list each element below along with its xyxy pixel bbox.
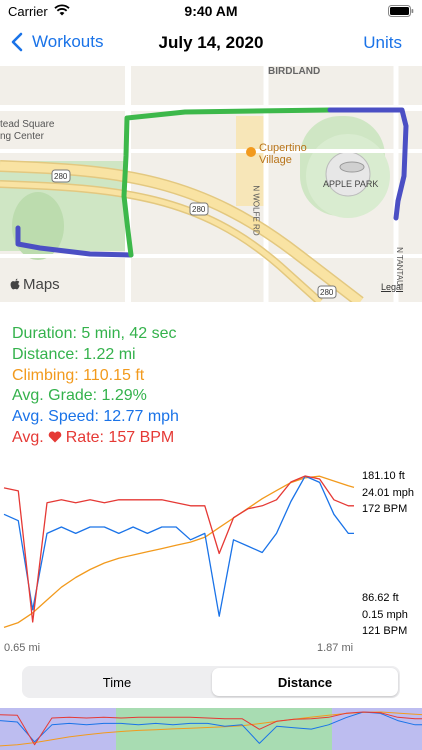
elevation-max-label: 181.10 ft: [362, 470, 405, 482]
units-button[interactable]: Units: [363, 33, 402, 52]
heart-min-label: 121 BPM: [362, 625, 408, 637]
chevron-left-icon: [11, 32, 23, 52]
climbing-stat: Climbing: 110.15 ft: [12, 366, 145, 384]
map-label-shopping-2: ng Center: [0, 131, 44, 142]
overview-canvas: [0, 708, 422, 750]
back-button[interactable]: Workouts: [10, 32, 104, 52]
status-bar: Carrier 9:40 AM: [0, 0, 422, 22]
chart-canvas: [3, 475, 355, 629]
carrier-label: Carrier: [8, 4, 48, 19]
maps-logo-label: Maps: [23, 276, 60, 293]
legal-link[interactable]: Legal: [381, 282, 404, 292]
segment-distance[interactable]: Distance: [212, 668, 398, 696]
chart-elevation-line: [3, 475, 355, 629]
route-map[interactable]: BIRDLAND tead Square ng Center Cupertino…: [0, 66, 422, 302]
overview-heart-line: [0, 711, 422, 746]
page-title: July 14, 2020: [158, 33, 264, 52]
map-canvas: [0, 66, 422, 302]
map-label-shopping: tead Square: [0, 119, 55, 130]
heart-rate-prefix: Avg.: [12, 428, 44, 446]
distance-stat: Distance: 1.22 mi: [12, 345, 136, 363]
chart-heart-line: [3, 475, 354, 623]
map-label-tantau: N TANTAU: [394, 247, 404, 286]
heart-icon: [48, 431, 62, 443]
speed-stat: Avg. Speed: 12.77 mph: [12, 408, 179, 426]
clock: 9:40 AM: [184, 3, 238, 19]
back-button-label: Workouts: [32, 32, 104, 51]
map-label-wolfe-rd: N WOLFE RD: [251, 185, 261, 236]
maps-logo: Maps: [10, 276, 60, 293]
navigation-bar: Workouts July 14, 2020 Units: [0, 22, 422, 66]
x-start-label: 0.65 mi: [4, 642, 41, 654]
apple-logo-icon: [10, 278, 20, 290]
heart-max-label: 172 BPM: [362, 503, 408, 515]
map-label-280-c: 280: [320, 288, 334, 297]
map-label-cupertino: Cupertino: [259, 142, 307, 154]
map-label-birdland: BIRDLAND: [268, 66, 321, 77]
wifi-icon: [54, 4, 70, 16]
grade-stat: Avg. Grade: 1.29%: [12, 387, 147, 405]
speed-max-label: 24.01 mph: [362, 487, 414, 499]
map-label-apple-park: APPLE PARK: [323, 179, 379, 189]
x-end-label: 1.87 mi: [317, 642, 354, 654]
map-label-village: Village: [259, 154, 292, 166]
segment-time[interactable]: Time: [102, 674, 132, 690]
overview-speed-line: [0, 711, 422, 744]
heart-rate-suffix: Rate: 157 BPM: [65, 428, 175, 446]
speed-min-label: 0.15 mph: [362, 609, 408, 621]
overview-scrubber[interactable]: [0, 708, 422, 750]
map-label-280-b: 280: [192, 205, 206, 214]
elevation-min-label: 86.62 ft: [362, 592, 399, 604]
workout-chart[interactable]: 181.10 ft 24.01 mph 172 BPM 86.62 ft 0.1…: [0, 468, 422, 658]
time-distance-segmented-control[interactable]: Time Distance: [22, 666, 400, 698]
map-label-280-a: 280: [54, 172, 68, 181]
chart-speed-line: [3, 475, 354, 617]
battery-icon: [388, 5, 414, 17]
duration-stat: Duration: 5 min, 42 sec: [12, 325, 177, 342]
heart-rate-stat: Avg. Rate: 157 BPM: [12, 428, 179, 449]
workout-stats: Duration: 5 min, 42 sec Distance: 1.22 m…: [12, 324, 179, 449]
